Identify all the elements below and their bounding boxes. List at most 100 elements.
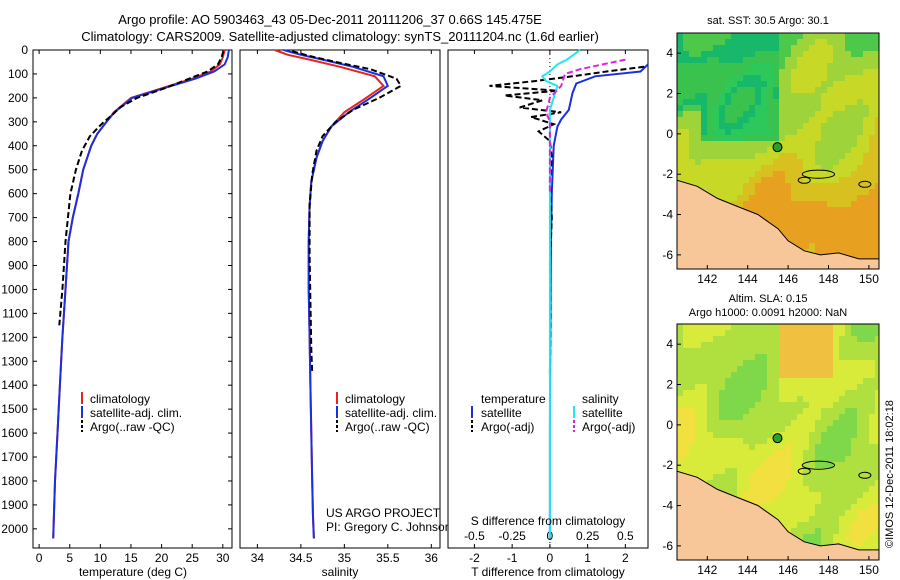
map-cell [719,33,726,40]
map-cell [725,444,732,451]
map-cell [677,99,684,106]
map-cell [803,69,810,76]
map-cell [779,63,786,70]
map-cell [683,177,690,184]
map-cell [803,81,810,88]
map-cell [821,69,828,76]
depth-tick-label: 2000 [1,522,28,536]
map-cell [695,378,702,385]
map-cell [839,165,846,172]
map-cell [677,420,684,427]
map-cell [845,243,852,250]
map-cell [797,81,804,88]
map-cell [761,492,768,499]
map-cell [875,237,879,244]
map-cell [731,177,738,184]
map-cell [695,384,702,391]
map-cell [761,408,768,415]
map-cell [851,384,858,391]
map-cell [761,87,768,94]
map-cell [827,225,834,232]
map-cell [815,384,822,391]
depth-tick-label: 1000 [1,282,28,296]
map-cell [749,207,756,214]
map-cell [695,99,702,106]
map-cell [863,207,870,214]
depth-tick-label: 1600 [1,426,28,440]
map-cell [803,99,810,106]
map-cell [827,420,834,427]
map-cell [737,171,744,178]
map-cell [845,75,852,82]
map-cell [815,111,822,118]
map-cell [815,444,822,451]
map-cell [725,129,732,136]
map-cell [713,51,720,58]
map-cell [791,420,798,427]
map-cell [803,510,810,517]
map-cell [701,111,708,118]
map-cell [701,51,708,58]
map-cell [821,336,828,343]
map-cell [737,324,744,331]
map-cell [737,165,744,172]
map-frame [676,32,880,270]
map-cell [695,372,702,379]
map-cell [869,336,876,343]
map-cell [695,354,702,361]
map-cell [785,57,792,64]
map-cell [707,99,714,106]
temperature-legend: climatology satellite-adj. clim. Argo(..… [81,392,182,434]
map-cell [707,342,714,349]
map-cell [779,510,786,517]
map-cell [809,225,816,232]
map-cell [845,462,852,469]
map-cell [827,123,834,130]
map-cell [761,360,768,367]
map-cell [785,219,792,226]
map-cell [869,33,876,40]
map-cell [851,390,858,397]
map-cell [689,177,696,184]
map-cell [875,432,879,439]
map-cell [845,396,852,403]
map-cell [743,69,750,76]
map-cell [809,366,816,373]
map-land [677,470,879,560]
map-cell [827,378,834,385]
map-y-tick-label: 2 [666,87,673,101]
map-cell [821,93,828,100]
map-cell [677,111,684,118]
map-cell [779,336,786,343]
map-cell [797,522,804,529]
map-cell [839,432,846,439]
map-cell [809,354,816,361]
map-cell [845,510,852,517]
map-cell [713,360,720,367]
map-cell [815,390,822,397]
map-cell [689,468,696,475]
map-cell [845,402,852,409]
map-cell [767,183,774,190]
map-cell [749,57,756,64]
map-cell [857,249,864,256]
map-cell [857,231,864,238]
map-cell [803,468,810,475]
map-cell [833,57,840,64]
map-cell [683,438,690,445]
map-cell [821,207,828,214]
map-cell [725,141,732,148]
map-cell [761,486,768,493]
map-cell [749,438,756,445]
map-cell [833,189,840,196]
map-cell [773,324,780,331]
map-cell [863,153,870,160]
map-cell [683,456,690,463]
map-cell [845,195,852,202]
map-cell [713,348,720,355]
map-cell [863,33,870,40]
map-cell [845,504,852,511]
sla-map-title-line2: Argo h1000: 0.0091 h2000: NaN [689,307,847,319]
map-cell [683,63,690,70]
map-cell [815,348,822,355]
